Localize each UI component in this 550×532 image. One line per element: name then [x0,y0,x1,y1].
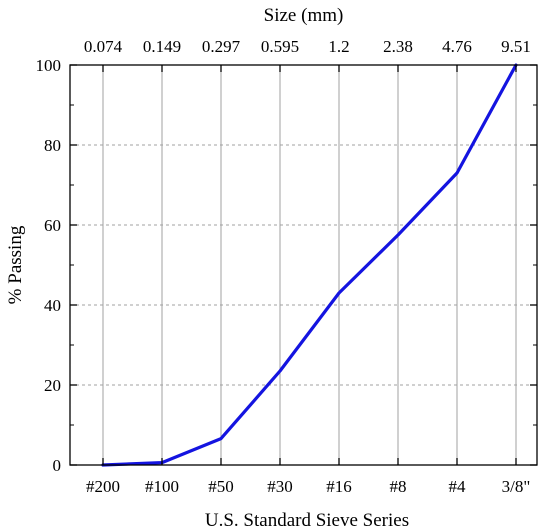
data-point [278,369,282,373]
x-tick-label: #4 [449,477,467,496]
x2-tick-label: 9.51 [501,37,531,56]
tick-labels: #200 0.074 #100 0.149 #50 0.297 #30 0.595 #16 1.2… [36,37,531,496]
x2-tick-label: 0.595 [261,37,299,56]
data-point [219,437,223,440]
y-tick-label: 20 [44,376,61,395]
x-tick-label: #100 [145,477,179,496]
tick-marks [70,64,537,466]
data-point [337,291,341,295]
x2-tick-label: 0.074 [84,37,123,56]
x2-tick-label: 0.297 [202,37,241,56]
data-point [455,171,459,175]
series-layer [101,63,518,467]
series-line [101,63,518,467]
x-tick-label: #50 [208,477,234,496]
x2-tick-label: 4.76 [442,37,472,56]
data-point [396,233,400,237]
y-tick-label: 80 [44,136,61,155]
x-tick-label: 3/8" [502,477,531,496]
x-tick-label: #30 [267,477,293,496]
x-tick-label: #200 [86,477,120,496]
x2-tick-label: 1.2 [328,37,349,56]
top-axis-title: Size (mm) [264,5,344,26]
x-tick-label: #16 [326,477,352,496]
y-tick-label: 100 [36,56,62,75]
y-tick-label: 40 [44,296,61,315]
grid-lines [70,65,537,465]
y-tick-label: 60 [44,216,61,235]
x2-tick-label: 2.38 [383,37,413,56]
x-tick-label: #8 [390,477,407,496]
x2-tick-label: 0.149 [143,37,181,56]
y-tick-label: 0 [53,456,62,475]
plot-frame [69,64,538,466]
y-axis-title: % Passing [5,225,26,304]
x-axis-title: U.S. Standard Sieve Series [205,510,409,531]
